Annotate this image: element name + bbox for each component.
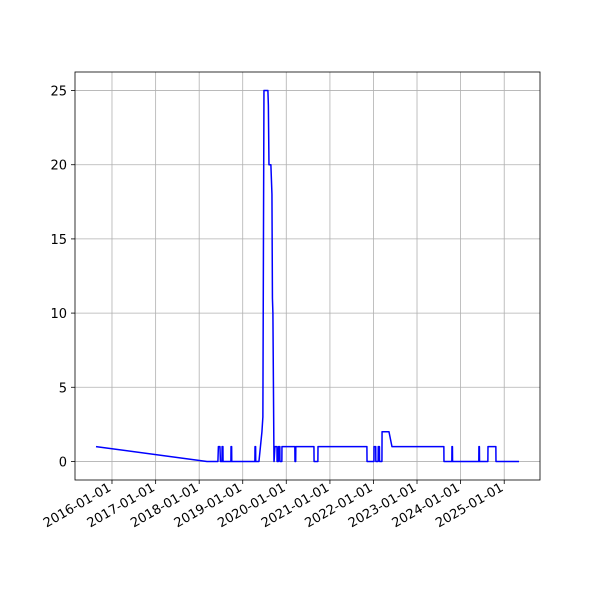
- data-line: [95, 89, 519, 463]
- y-tick-label: 20: [50, 159, 67, 174]
- y-tick-label: 10: [50, 307, 67, 322]
- y-tick-label: 15: [50, 233, 67, 248]
- plot-frame: [74, 71, 541, 481]
- y-tick-label: 5: [59, 381, 67, 396]
- y-tick-label: 25: [50, 85, 67, 100]
- y-tick-label: 0: [59, 455, 67, 470]
